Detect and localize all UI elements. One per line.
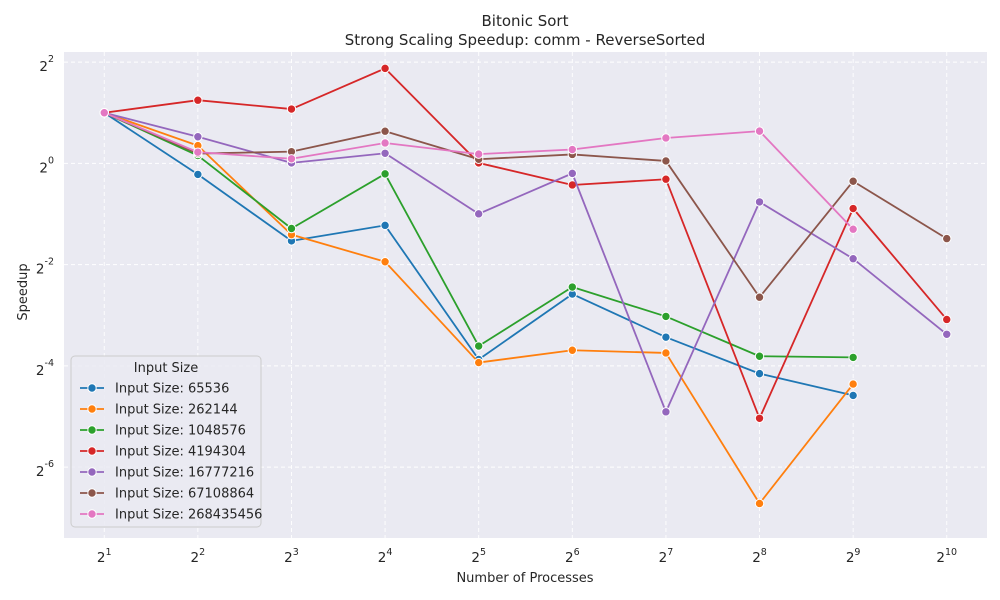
x-tick-label: 21 [97,547,112,566]
data-point [661,133,671,143]
chart-subtitle: Strong Scaling Speedup: comm - ReverseSo… [345,31,706,49]
x-tick-label: 210 [936,547,957,566]
series-line [104,67,948,420]
series-line [103,111,948,299]
data-point [848,352,858,363]
data-point [567,168,578,179]
data-point [848,390,858,401]
data-point [193,147,203,157]
data-point [754,292,765,302]
legend-swatch-marker [87,446,97,456]
data-point [848,379,858,389]
x-tick-label: 23 [284,547,299,566]
x-tick-label: 25 [471,547,486,566]
data-point [380,126,390,136]
data-point [661,348,671,358]
y-tick-label: 2-4 [36,358,54,379]
data-point [380,138,390,148]
legend-label: Input Size: 16777216 [115,466,254,481]
data-point [661,407,671,417]
data-point [380,257,390,267]
data-point [661,156,671,166]
x-tick-label: 27 [659,547,674,566]
data-point [661,332,671,342]
data-point [567,144,578,155]
data-point [286,104,297,114]
data-point [567,282,578,292]
data-point [661,311,671,322]
legend-label: Input Size: 67108864 [115,487,254,502]
data-point [567,345,578,355]
data-point [286,223,297,234]
data-point [942,329,952,340]
legend-swatch-marker [87,404,97,414]
data-point [754,351,765,361]
legend-label: Input Size: 268435456 [115,508,262,523]
data-point [754,197,765,207]
data-point [754,413,765,423]
data-point [942,314,952,325]
data-point [848,254,858,264]
data-point [380,148,390,158]
data-point [848,176,858,186]
x-tick-label: 24 [378,547,393,566]
y-tick-labels: 22 20 2-2 2-4 2-6 [36,54,54,480]
data-point [848,224,858,234]
y-tick-label: 20 [39,155,54,176]
series-group [99,108,858,363]
legend-label: Input Size: 262144 [115,403,238,418]
y-tick-label: 2-6 [36,459,54,480]
data-point [942,233,952,244]
legend-box [70,355,262,528]
x-axis-label: Number of Processes [456,571,593,586]
data-point [473,341,484,351]
data-point [473,357,484,368]
series-group [99,108,858,234]
legend-label: Input Size: 4194304 [115,445,246,460]
data-point [754,498,765,509]
x-tick-label: 29 [846,547,861,566]
data-point [193,95,203,105]
series-line [104,111,948,413]
x-tick-label: 22 [191,547,206,566]
legend-items: Input Size: 65536 Input Size: 262144 Input… [80,382,262,523]
x-tick-label: 28 [752,547,767,566]
data-point [473,209,484,219]
data-point [754,368,765,379]
chart-title: Bitonic Sort [482,12,569,30]
y-tick-label: 2-2 [36,257,54,278]
legend-label: Input Size: 1048576 [115,424,246,439]
data-point [380,220,390,231]
legend-label: Input Size: 65536 [115,382,229,397]
data-point [193,169,203,180]
data-point [286,154,297,164]
data-point [754,126,765,136]
y-tick-label: 22 [39,54,54,75]
y-axis-label: Speedup [16,263,31,320]
data-point [848,203,858,214]
data-point [473,149,484,159]
legend-swatch-marker [87,383,97,393]
data-point [661,174,671,184]
series-layer [99,63,952,509]
data-point [380,169,390,179]
data-point [193,132,203,142]
x-tick-label: 26 [565,547,580,566]
data-point [380,63,390,74]
legend-swatch-marker [87,467,97,477]
data-point [99,108,109,118]
legend-swatch-marker [87,509,97,519]
legend-swatch-marker [87,425,97,435]
legend-title: Input Size [134,361,198,376]
x-tick-labels: 21 22 23 24 25 26 27 28 29 210 [97,547,957,566]
legend-swatch-marker [87,488,97,498]
